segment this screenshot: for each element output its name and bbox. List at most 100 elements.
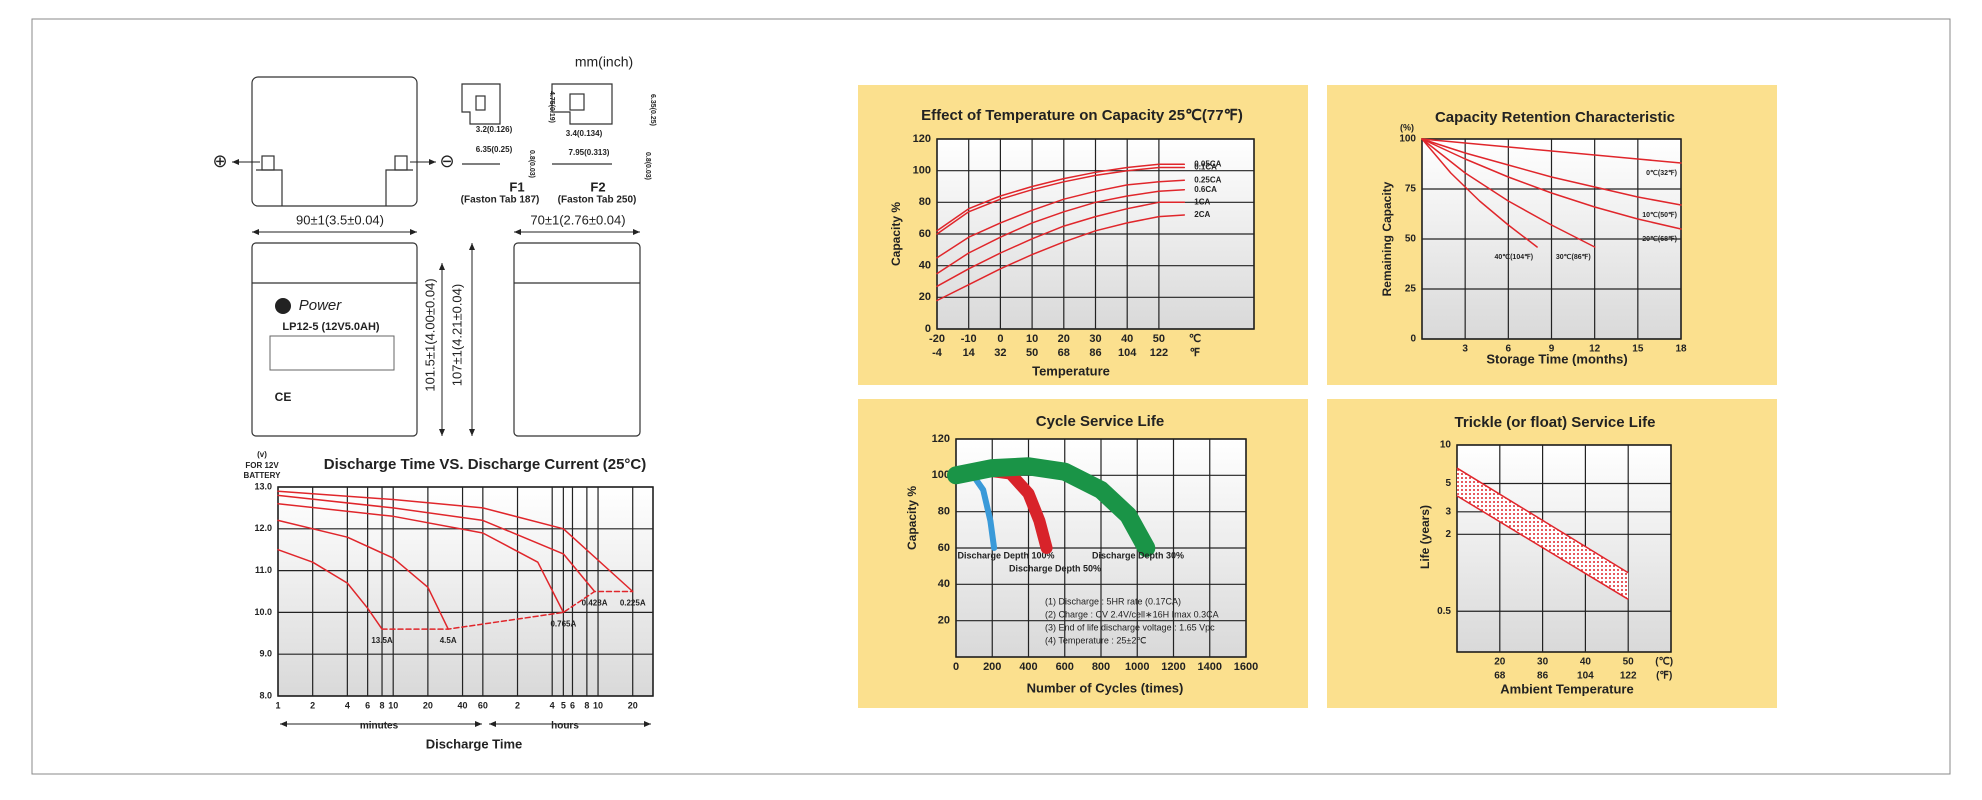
x-tick-label: 400 xyxy=(1019,661,1037,673)
x-tick-label: 12 xyxy=(1589,344,1601,355)
drawing: mm(inch) ⊕ ⊖ 3.2(0.126) 6.35(0.25) 4.75(… xyxy=(212,54,656,437)
x-axis-title: Ambient Temperature xyxy=(1500,681,1633,696)
tab-name: F2 xyxy=(590,179,605,194)
x-axis-title: Temperature xyxy=(1032,363,1110,378)
x-unit: ℃ xyxy=(1189,333,1201,345)
series-label: 40℃(104℉) xyxy=(1494,253,1533,261)
x-tick-label: 18 xyxy=(1675,344,1687,355)
series-label: 20℃(68℉) xyxy=(1642,235,1677,243)
x-tick-label: 4 xyxy=(345,700,350,710)
x-group-label: minutes xyxy=(360,721,399,732)
x-tick-label: 3 xyxy=(1462,344,1468,355)
x-tick-label: 800 xyxy=(1092,661,1110,673)
brand: Power xyxy=(299,297,343,314)
series-label: Discharge Depth 50% xyxy=(1009,563,1101,573)
x2-tick-label: 86 xyxy=(1089,347,1101,359)
series-label: 0.225A xyxy=(620,599,646,608)
x-tick-label: 0 xyxy=(953,661,959,673)
series-label: 0.765A xyxy=(550,620,576,629)
x-tick-label: 10 xyxy=(593,700,603,710)
series-line xyxy=(936,163,1186,232)
tab-caption: (Faston Tab 250) xyxy=(558,195,637,206)
x-tick-label: 1400 xyxy=(1198,661,1222,673)
x2-tick-label: 104 xyxy=(1118,347,1137,359)
x2-tick-label: 32 xyxy=(994,347,1006,359)
terminal xyxy=(261,155,275,171)
y-tick-label: 9.0 xyxy=(259,649,272,659)
dim-label: 101.5±1(4.00±0.04) xyxy=(422,278,437,391)
page-border xyxy=(31,18,1951,775)
y-tick-label: 12.0 xyxy=(254,523,272,533)
dim-label: 3.2(0.126) xyxy=(476,125,513,134)
chart-title: Effect of Temperature on Capacity 25℃(77… xyxy=(921,107,1243,124)
series-label: 1CA xyxy=(1194,197,1210,206)
band-lower xyxy=(1456,495,1629,600)
x-tick-label: 60 xyxy=(478,700,488,710)
model: LP12-5 (12V5.0AH) xyxy=(282,321,380,333)
series-label: 0.428A xyxy=(582,599,608,608)
x-group-label: hours xyxy=(551,721,579,732)
note: (1) Discharge : 5HR rate (0.17CA) xyxy=(1045,596,1181,606)
x-axis-title: Discharge Time xyxy=(426,736,523,751)
x-tick-label: 20 xyxy=(423,700,433,710)
note: (4) Temperature : 25±2℃ xyxy=(1045,635,1146,645)
y-tick-label: 120 xyxy=(913,133,931,145)
y-axis-title: Capacity % xyxy=(889,202,903,266)
series-line xyxy=(277,519,449,630)
series-label: 0.6CA xyxy=(1194,185,1217,194)
x-tick-label: 1000 xyxy=(1125,661,1149,673)
dim-label: 3.4(0.134) xyxy=(566,129,603,138)
terminal xyxy=(394,155,408,171)
logo xyxy=(275,298,291,314)
series-label: 10℃(50℉) xyxy=(1642,211,1677,219)
series-line xyxy=(1421,138,1682,230)
dim-label: 6.35(0.25) xyxy=(476,145,513,154)
y-axis-title: FOR 12V xyxy=(245,461,279,470)
y-tick-label: 20 xyxy=(938,615,950,627)
series-label: 2CA xyxy=(1194,210,1210,219)
chart-title: Capacity Retention Characteristic xyxy=(1435,109,1675,126)
band-area xyxy=(1457,468,1629,600)
y-tick-label: 2 xyxy=(1445,529,1451,540)
x-tick-label: 30 xyxy=(1537,657,1549,668)
tab-f2 xyxy=(551,83,613,165)
y-tick-label: 25 xyxy=(1405,284,1417,295)
x-tick-label: 5 xyxy=(561,700,566,710)
series-label: 0.05CA xyxy=(1194,159,1221,168)
dim-label: 6.35(0.25) xyxy=(649,94,656,126)
series-line xyxy=(381,590,634,630)
x-tick-label: 6 xyxy=(365,700,370,710)
y-tick-label: 40 xyxy=(938,578,950,590)
x2-tick-label: 68 xyxy=(1494,671,1506,682)
x-tick-label: 8 xyxy=(380,700,385,710)
tab-hole xyxy=(475,95,486,111)
dim-label: 4.75(0.19) xyxy=(548,91,555,123)
y-tick-label: 100 xyxy=(932,469,950,481)
plot-area xyxy=(277,486,654,697)
x-tick-label: 4 xyxy=(550,700,555,710)
series-line xyxy=(277,502,565,614)
series-line xyxy=(1421,138,1682,206)
front-view xyxy=(251,242,418,437)
y-tick-label: 50 xyxy=(1405,234,1417,245)
y-axis-title: Capacity % xyxy=(905,486,919,550)
x2-tick-label: 86 xyxy=(1537,671,1549,682)
y-tick-label: 40 xyxy=(919,260,931,272)
y-unit: (%) xyxy=(1400,122,1414,132)
dim-label: 0.8(0.03) xyxy=(644,152,651,180)
y-tick-label: 20 xyxy=(919,291,931,303)
series-label: Discharge Depth 30% xyxy=(1092,550,1184,560)
series-label: Discharge Depth 100% xyxy=(957,550,1054,560)
side-view xyxy=(513,242,641,437)
y-tick-label: 10.0 xyxy=(254,607,272,617)
top-view xyxy=(251,76,418,207)
chart-title: Trickle (or float) Service Life xyxy=(1455,414,1656,431)
y-tick-label: 60 xyxy=(938,542,950,554)
series-line xyxy=(277,494,596,593)
x-tick-label: 6 xyxy=(570,700,575,710)
x-tick-label: 2 xyxy=(515,700,520,710)
x-tick-label: 15 xyxy=(1632,344,1644,355)
x2-tick-label: -4 xyxy=(932,347,943,359)
